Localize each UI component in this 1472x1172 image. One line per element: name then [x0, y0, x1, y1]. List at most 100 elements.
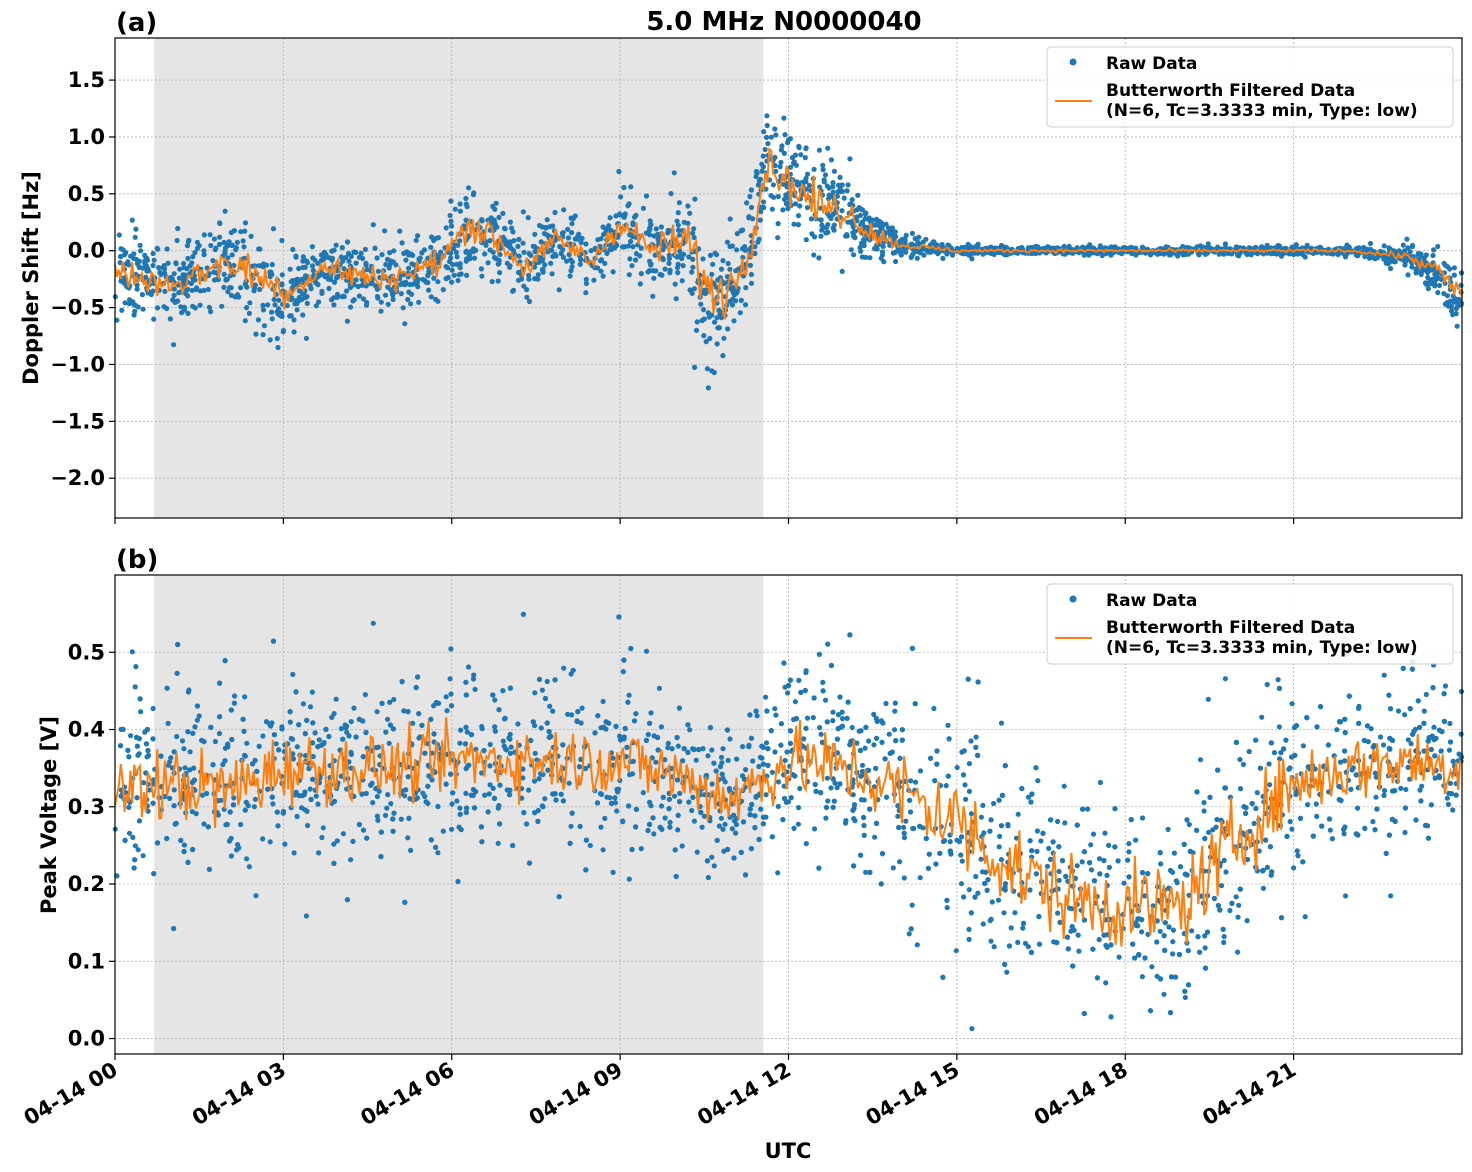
raw-data-point: [718, 815, 725, 821]
raw-data-point: [687, 727, 693, 733]
raw-data-point: [539, 224, 546, 230]
raw-data-point: [675, 827, 681, 833]
raw-data-point: [278, 310, 285, 316]
raw-data-point: [428, 294, 434, 300]
raw-data-point: [675, 812, 681, 818]
raw-data-point: [519, 276, 525, 282]
raw-data-point: [826, 192, 832, 198]
raw-data-point: [406, 265, 412, 271]
raw-data-point: [601, 724, 607, 730]
raw-data-point: [674, 218, 680, 224]
raw-data-point: [925, 865, 932, 871]
raw-data-point: [626, 272, 632, 278]
raw-data-point: [244, 740, 250, 746]
raw-data-point: [1034, 828, 1040, 834]
raw-data-point: [995, 897, 1002, 903]
raw-data-point: [839, 182, 845, 188]
raw-data-point: [426, 287, 432, 293]
raw-data-point: [1247, 828, 1253, 834]
raw-data-point: [340, 736, 346, 742]
raw-data-point: [243, 799, 249, 805]
raw-data-point: [700, 746, 706, 752]
raw-data-point: [463, 692, 469, 698]
raw-data-point: [820, 167, 826, 173]
raw-data-point: [694, 849, 700, 855]
raw-data-point: [410, 720, 416, 726]
raw-data-point: [1267, 782, 1273, 788]
raw-data-point: [724, 239, 731, 245]
raw-data-point: [600, 698, 606, 705]
raw-data-point: [280, 327, 287, 334]
raw-data-point: [171, 342, 177, 348]
raw-data-point: [126, 754, 132, 760]
raw-data-point: [818, 731, 824, 737]
raw-data-point: [720, 258, 726, 264]
raw-data-point: [532, 690, 538, 696]
raw-data-point: [718, 754, 725, 760]
raw-data-point: [1182, 871, 1188, 877]
raw-data-point: [614, 242, 620, 248]
raw-data-point: [356, 254, 362, 260]
raw-data-point: [863, 254, 869, 260]
raw-data-point: [268, 271, 274, 277]
raw-data-point: [274, 335, 280, 342]
raw-data-point: [830, 189, 836, 195]
raw-data-point: [568, 215, 574, 221]
raw-data-point: [1157, 976, 1163, 982]
raw-data-point: [333, 696, 339, 702]
raw-data-point: [448, 691, 454, 697]
raw-data-point: [1002, 881, 1009, 887]
raw-data-point: [315, 260, 321, 266]
raw-data-point: [114, 317, 120, 323]
raw-data-point: [390, 259, 396, 265]
raw-data-point: [1186, 821, 1192, 828]
raw-data-point: [633, 251, 640, 257]
raw-data-point: [276, 747, 282, 753]
raw-data-point: [1386, 692, 1392, 698]
raw-data-point: [775, 870, 781, 876]
raw-data-point: [666, 796, 673, 802]
raw-data-point: [831, 222, 837, 228]
legend-label-line: Butterworth Filtered Data: [1106, 81, 1355, 101]
raw-data-point: [874, 218, 880, 224]
raw-data-point: [205, 286, 211, 293]
raw-data-point: [1373, 794, 1379, 800]
raw-data-point: [356, 716, 362, 723]
raw-data-point: [177, 266, 183, 272]
raw-data-point: [733, 830, 739, 836]
raw-data-point: [503, 241, 509, 247]
raw-data-point: [810, 715, 816, 721]
raw-data-point: [497, 821, 503, 827]
raw-data-point: [931, 705, 937, 712]
y-tick-label: 1.5: [68, 68, 105, 92]
raw-data-point: [1145, 871, 1151, 877]
raw-data-point: [1020, 925, 1026, 931]
raw-data-point: [717, 763, 724, 770]
raw-data-point: [353, 277, 359, 283]
raw-data-point: [1097, 871, 1103, 877]
raw-data-point: [1327, 827, 1333, 833]
raw-data-point: [978, 814, 985, 820]
raw-data-point: [181, 848, 187, 855]
raw-data-point: [516, 253, 522, 259]
raw-data-point: [614, 808, 620, 814]
raw-data-point: [1025, 245, 1032, 251]
raw-data-point: [145, 747, 151, 754]
raw-data-point: [420, 276, 426, 283]
raw-data-point: [1102, 830, 1108, 836]
raw-data-point: [374, 793, 380, 800]
raw-data-point: [795, 213, 802, 219]
raw-data-point: [638, 245, 644, 251]
raw-data-point: [189, 779, 196, 786]
raw-data-point: [988, 938, 994, 944]
raw-data-point: [1047, 856, 1054, 862]
raw-data-point: [958, 881, 965, 887]
raw-data-point: [457, 201, 463, 207]
raw-data-point: [284, 302, 290, 309]
raw-data-point: [583, 276, 589, 282]
raw-data-point: [672, 281, 678, 287]
raw-data-point: [509, 288, 516, 294]
raw-data-point: [907, 797, 913, 803]
raw-data-point: [821, 179, 827, 185]
raw-data-point: [490, 785, 496, 792]
